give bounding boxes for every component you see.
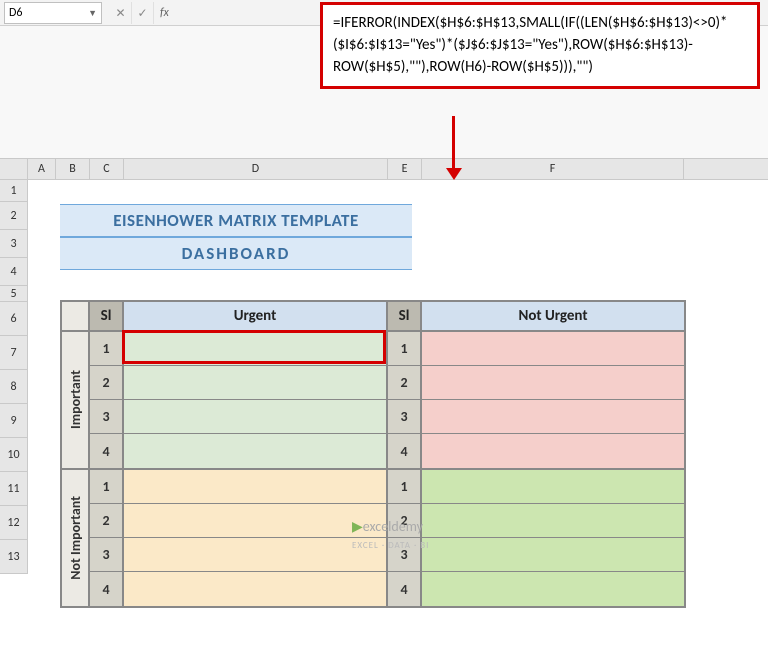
cell-D8[interactable] [124, 400, 386, 434]
col-header-B[interactable]: B [56, 159, 90, 179]
col-header-E[interactable]: E [388, 159, 422, 179]
col-header-A[interactable]: A [28, 159, 56, 179]
row-header-7[interactable]: 7 [0, 336, 27, 370]
do-quadrant [124, 332, 388, 468]
cell-F6[interactable] [422, 332, 684, 366]
sl-1r: 1 [388, 332, 420, 366]
sl-3b: 3 [90, 538, 122, 572]
sl-col-notimp-left: 1 2 3 4 [90, 470, 124, 606]
sl-col-important-right: 1 2 3 4 [388, 332, 422, 468]
urgent-header: Urgent [124, 302, 386, 332]
formula-text: =IFERROR(INDEX($H$6:$H$13,SMALL(IF((LEN(… [333, 14, 727, 76]
matrix-header-row: Sl Urgent Sl Not Urgent [62, 302, 684, 332]
cell-F9[interactable] [422, 434, 684, 468]
row-header-1[interactable]: 1 [0, 180, 27, 202]
notimportant-label: Not Important [62, 470, 90, 606]
name-box[interactable]: D6 ▼ [4, 2, 102, 24]
cell-D13[interactable] [124, 572, 386, 606]
row-header-3[interactable]: 3 [0, 230, 27, 258]
cell-F7[interactable] [422, 366, 684, 400]
noturgent-header: Not Urgent [422, 302, 684, 332]
cell-F10[interactable] [422, 470, 684, 504]
select-all-corner[interactable] [0, 159, 28, 179]
sl-4: 4 [90, 434, 122, 468]
col-header-D[interactable]: D [124, 159, 388, 179]
sl-3r: 3 [388, 400, 420, 434]
sl-3: 3 [90, 400, 122, 434]
worksheet[interactable]: EISENHOWER MATRIX TEMPLATE DASHBOARD Sl … [28, 180, 768, 574]
cell-F12[interactable] [422, 538, 684, 572]
sl-1: 1 [90, 332, 122, 366]
sl-1b: 1 [90, 470, 122, 504]
delegate-quadrant [124, 470, 388, 606]
sl-header-left: Sl [90, 302, 122, 332]
cell-D6[interactable] [124, 332, 386, 366]
row-headers: 1 2 3 4 5 6 7 8 9 10 11 12 13 [0, 180, 28, 574]
title-line-2: DASHBOARD [60, 237, 412, 270]
row-header-10[interactable]: 10 [0, 438, 27, 472]
confirm-icon[interactable]: ✓ [132, 2, 154, 24]
sl-header-right: Sl [388, 302, 420, 332]
row-header-8[interactable]: 8 [0, 370, 27, 404]
name-box-value: D6 [9, 6, 22, 20]
sl-1br: 1 [388, 470, 420, 504]
callout-arrow-line [452, 116, 455, 170]
row-header-6[interactable]: 6 [0, 302, 27, 336]
grid-area: 1 2 3 4 5 6 7 8 9 10 11 12 13 EISENHOWER… [0, 180, 768, 574]
cell-D11[interactable] [124, 504, 386, 538]
column-headers: A B C D E F [0, 158, 768, 180]
row-header-13[interactable]: 13 [0, 540, 27, 574]
col-header-C[interactable]: C [90, 159, 124, 179]
row-header-12[interactable]: 12 [0, 506, 27, 540]
cell-D10[interactable] [124, 470, 386, 504]
cell-D9[interactable] [124, 434, 386, 468]
sl-2r: 2 [388, 366, 420, 400]
sl-4b: 4 [90, 572, 122, 606]
sl-4r: 4 [388, 434, 420, 468]
name-box-dropdown-icon[interactable]: ▼ [88, 8, 97, 19]
row-header-11[interactable]: 11 [0, 472, 27, 506]
cell-F13[interactable] [422, 572, 684, 606]
title-line-1: EISENHOWER MATRIX TEMPLATE [60, 204, 412, 237]
formula-bar-buttons: ✕ ✓ fx [110, 2, 175, 24]
cancel-icon[interactable]: ✕ [110, 2, 132, 24]
important-block: Important 1 2 3 4 1 2 3 4 [62, 332, 684, 470]
formula-callout: =IFERROR(INDEX($H$6:$H$13,SMALL(IF((LEN(… [320, 2, 760, 89]
fx-icon[interactable]: fx [154, 6, 175, 20]
eisenhower-matrix: Sl Urgent Sl Not Urgent Important 1 2 3 … [60, 300, 686, 608]
row-header-2[interactable]: 2 [0, 202, 27, 230]
row-header-4[interactable]: 4 [0, 258, 27, 286]
row-header-9[interactable]: 9 [0, 404, 27, 438]
cell-D7[interactable] [124, 366, 386, 400]
sl-2b: 2 [90, 504, 122, 538]
dashboard-title: EISENHOWER MATRIX TEMPLATE DASHBOARD [60, 204, 412, 270]
sl-2: 2 [90, 366, 122, 400]
decide-quadrant [422, 332, 684, 468]
row-header-5[interactable]: 5 [0, 286, 27, 302]
callout-arrow-head [446, 168, 462, 180]
vcat-header-blank [62, 302, 90, 332]
important-label: Important [62, 332, 90, 468]
cell-F8[interactable] [422, 400, 684, 434]
sl-4br: 4 [388, 572, 420, 606]
delete-quadrant [422, 470, 684, 606]
watermark: ▶exceldemy EXCEL · DATA · BI [352, 518, 429, 552]
cell-D12[interactable] [124, 538, 386, 572]
cell-F11[interactable] [422, 504, 684, 538]
sl-col-important-left: 1 2 3 4 [90, 332, 124, 468]
